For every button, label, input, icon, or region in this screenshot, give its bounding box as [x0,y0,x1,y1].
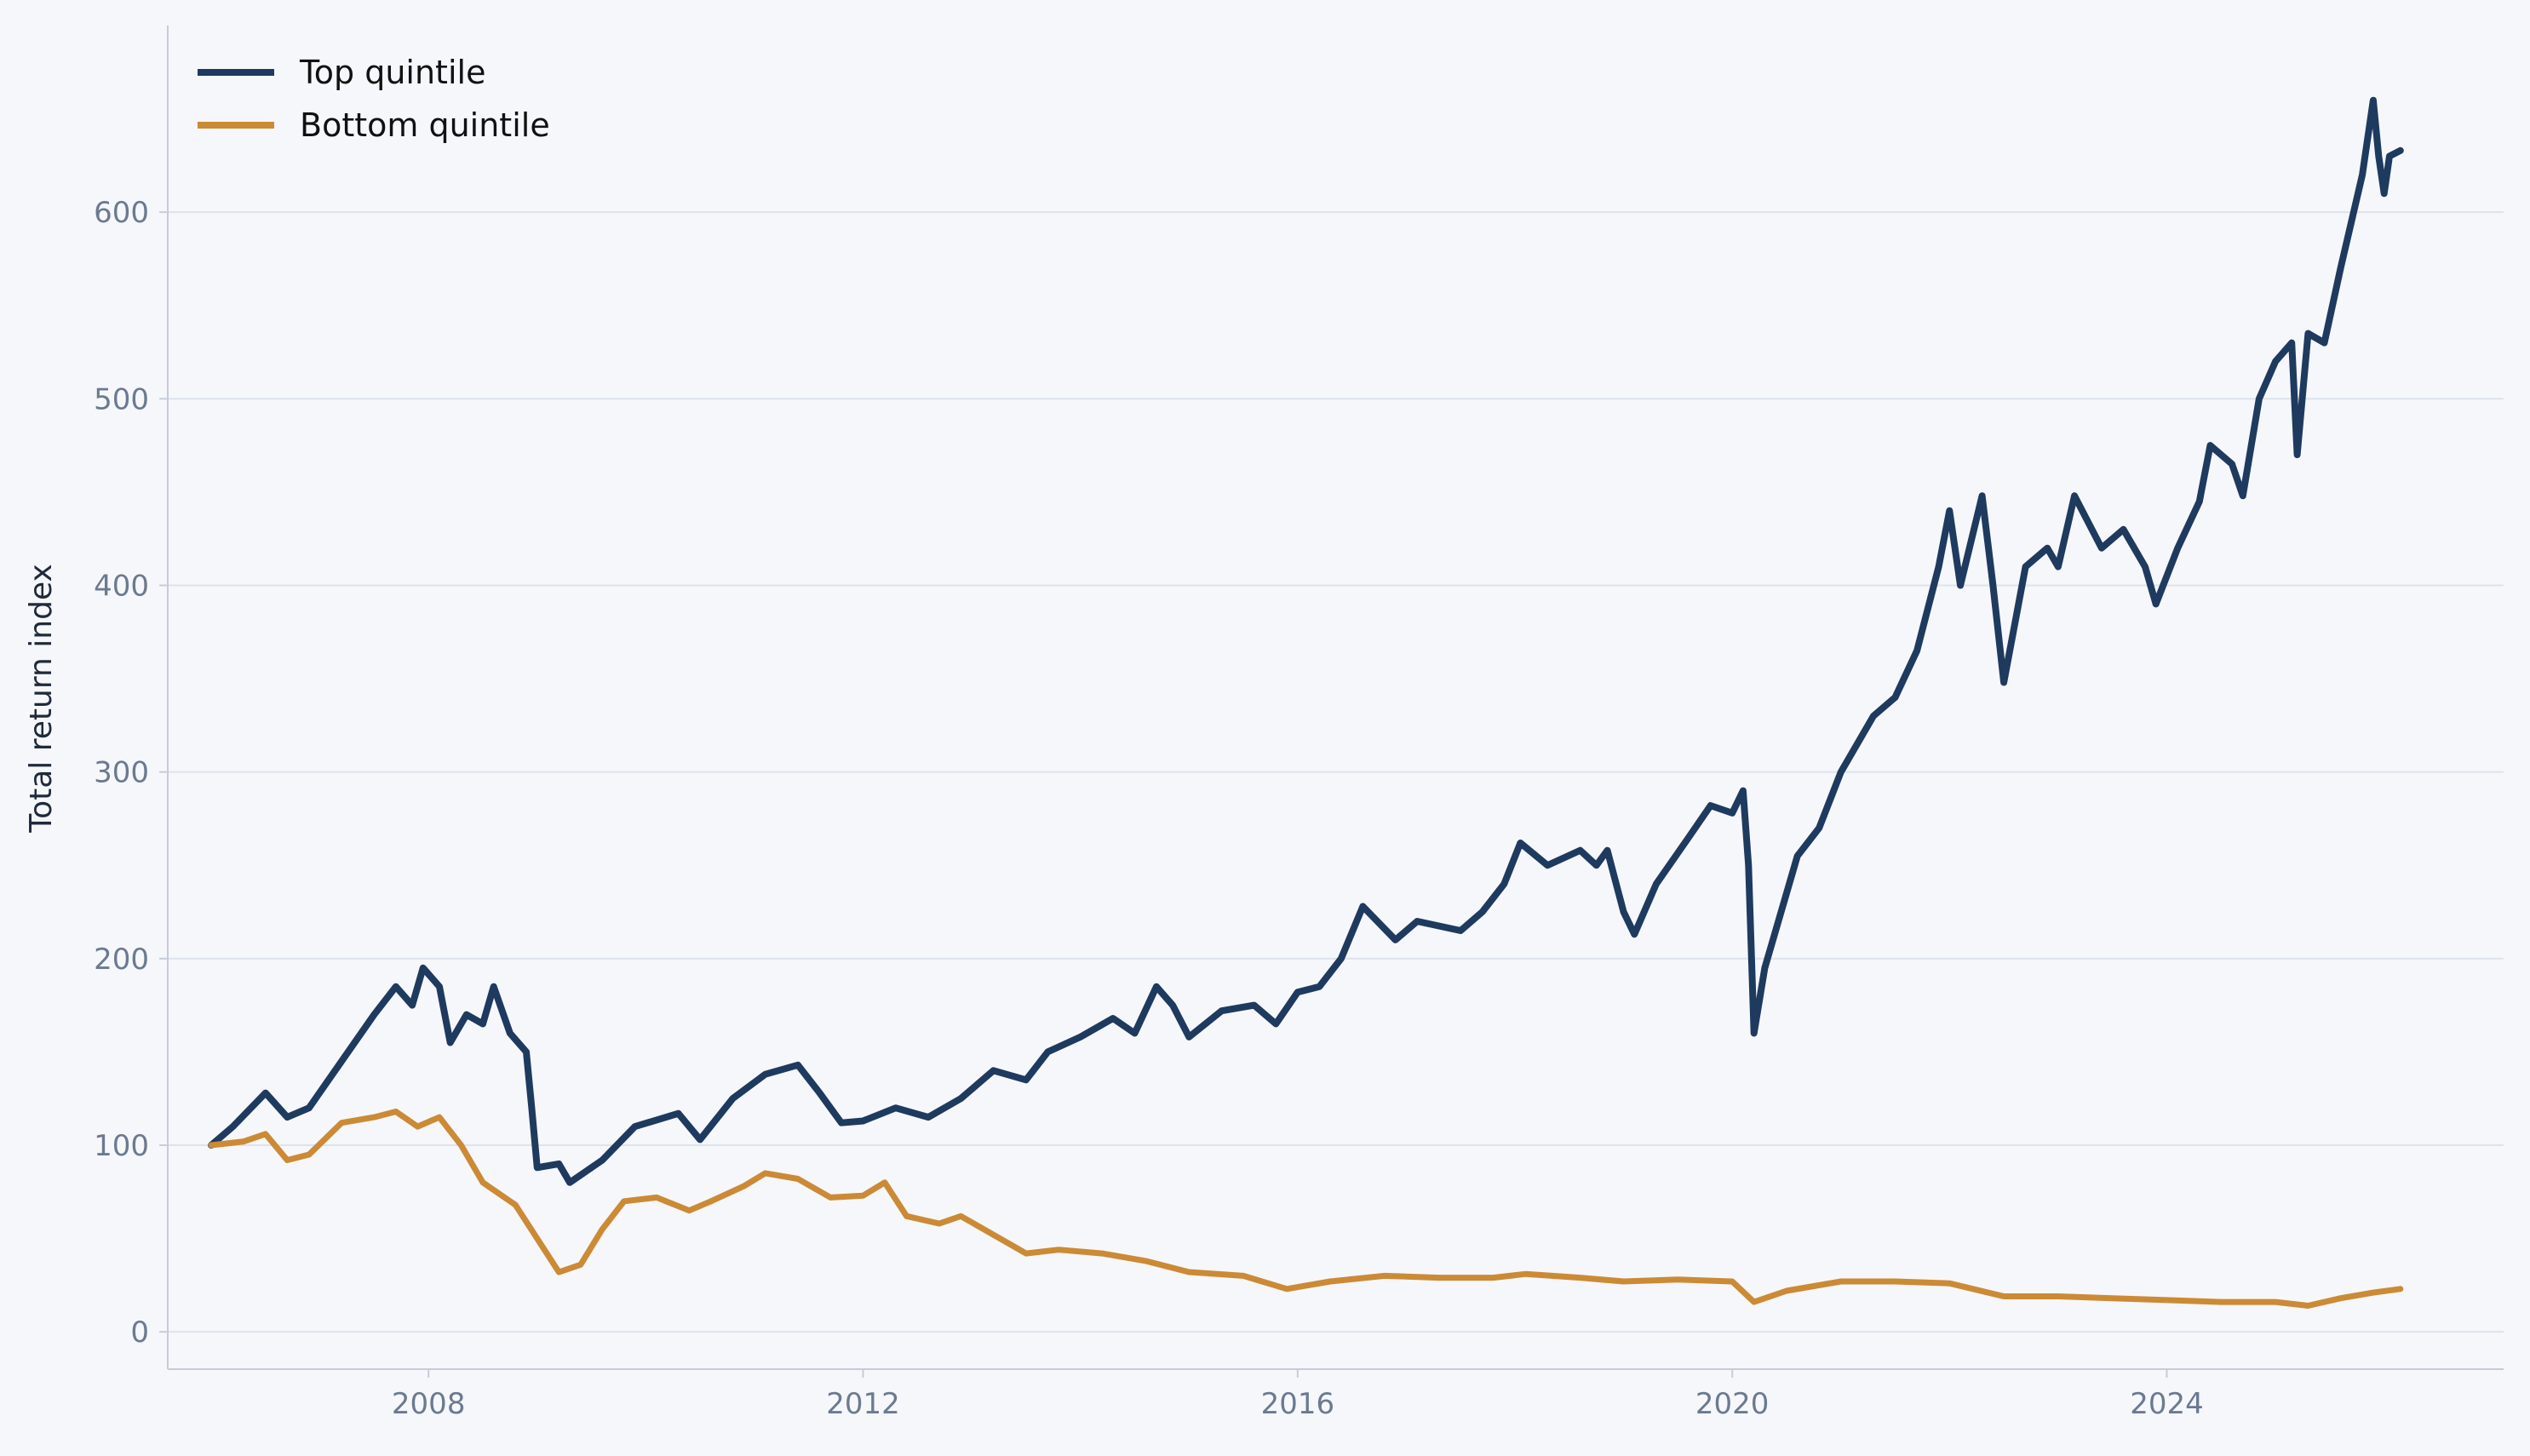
series-line-bottom-quintile [208,1109,2404,1309]
x-ticks: 2008 2012 2016 2020 2024 [392,1369,2204,1421]
x-tick-label-2016: 2016 [1261,1387,1335,1421]
y-tick-label-0: 0 [130,1316,149,1350]
legend: Top quintile Bottom quintile [198,54,550,144]
legend-label-bottom: Bottom quintile [300,106,550,144]
y-ticks: 0 100 200 300 400 500 600 [94,196,168,1350]
legend-label-top: Top quintile [299,54,485,91]
axes [167,26,2504,1370]
series-line-top-quintile [208,96,2404,1186]
y-tick-label-500: 500 [94,382,149,416]
x-tick-label-2024: 2024 [2130,1387,2204,1421]
x-tick-label-2020: 2020 [1695,1387,1770,1421]
x-tick-label-2012: 2012 [826,1387,900,1421]
y-axis-title: Total return index [24,564,59,834]
y-tick-label-200: 200 [94,943,149,977]
y-tick-label-400: 400 [94,570,149,604]
grid [168,211,2504,1333]
y-tick-label-300: 300 [94,756,149,790]
series [208,96,2404,1309]
y-tick-label-100: 100 [94,1129,149,1163]
y-tick-label-600: 600 [94,196,149,230]
x-tick-label-2008: 2008 [392,1387,466,1421]
